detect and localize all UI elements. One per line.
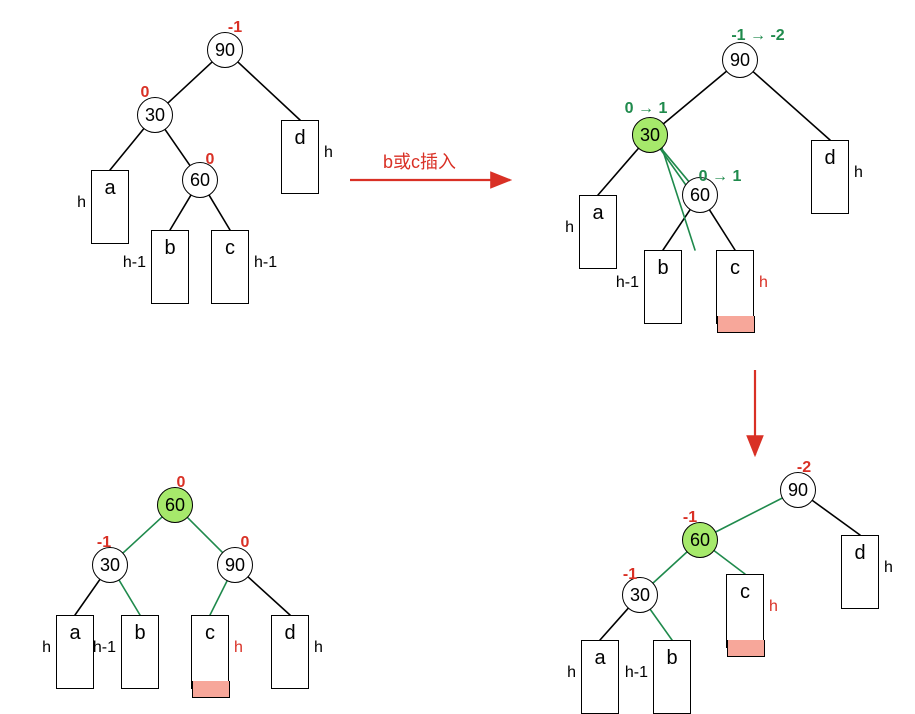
tree-node-value: 30 (145, 105, 165, 126)
subtree-label: c (225, 237, 235, 260)
subtree-s2-a: a (579, 195, 617, 269)
subtree-s1-c: c (211, 230, 249, 304)
subtree-height-label: h (769, 598, 778, 616)
subtree-s1-b: b (151, 230, 189, 304)
subtree-height-label: h (314, 639, 323, 657)
subtree-height-label: h-1 (254, 254, 277, 272)
subtree-label: d (294, 127, 305, 150)
subtree-height-label: h (854, 164, 863, 182)
subtree-s2-c: c (716, 250, 754, 324)
tree-node-s4-n90: 90 (217, 547, 253, 583)
tree-node-value: 60 (165, 495, 185, 516)
subtree-height-label: h (234, 639, 243, 657)
tree-node-s2-n30: 30 (632, 117, 668, 153)
subtree-s4-d: d (271, 615, 309, 689)
subtree-s4-b: b (121, 615, 159, 689)
balance-factor: 0 (141, 84, 150, 102)
tree-node-s3-n60: 60 (682, 522, 718, 558)
balance-factor: -2 (797, 459, 811, 477)
balance-factor: 0 (241, 534, 250, 552)
subtree-label: d (854, 542, 865, 565)
tree-node-value: 90 (225, 555, 245, 576)
subtree-label: a (592, 202, 603, 225)
balance-factor: -1 (683, 509, 697, 527)
subtree-label: a (594, 647, 605, 670)
balance-factor: -1 → -2 (731, 27, 784, 45)
balance-factor: 0 (206, 151, 215, 169)
tree-node-s1-n30: 30 (137, 97, 173, 133)
subtree-label: c (730, 257, 740, 280)
subtree-label: d (284, 622, 295, 645)
tree-node-s2-root: 90 (722, 42, 758, 78)
tree-node-value: 60 (190, 170, 210, 191)
subtree-s1-a: a (91, 170, 129, 244)
balance-factor: -1 (228, 19, 242, 37)
tree-node-value: 30 (630, 585, 650, 606)
subtree-height-label: h-1 (625, 664, 648, 682)
balance-factor: -1 (97, 534, 111, 552)
subtree-label: b (666, 647, 677, 670)
subtree-height-label: h (324, 144, 333, 162)
subtree-height-label: h (77, 194, 86, 212)
subtree-s3-a: a (581, 640, 619, 714)
subtree-s2-b: b (644, 250, 682, 324)
subtree-height-label: h-1 (616, 274, 639, 292)
subtree-s3-b: b (653, 640, 691, 714)
tree-node-s3-root: 90 (780, 472, 816, 508)
subtree-label: b (134, 622, 145, 645)
subtree-height-label: h-1 (93, 639, 116, 657)
subtree-s3-c: c (726, 574, 764, 648)
tree-node-value: 60 (690, 530, 710, 551)
subtree-height-label: h (759, 274, 768, 292)
subtree-height-label: h (42, 639, 51, 657)
subtree-label: b (657, 257, 668, 280)
subtree-s4-a: a (56, 615, 94, 689)
subtree-height-label: h (567, 664, 576, 682)
tree-node-s1-root: 90 (207, 32, 243, 68)
tree-node-s4-n60: 60 (157, 487, 193, 523)
inserted-marker (727, 640, 765, 657)
subtree-height-label: h (884, 559, 893, 577)
arrow-label-insert: b或c插入 (383, 148, 456, 174)
subtree-s1-d: d (281, 120, 319, 194)
tree-node-s4-n30: 30 (92, 547, 128, 583)
balance-factor: 0 (177, 474, 186, 492)
subtree-label: a (69, 622, 80, 645)
subtree-s3-d: d (841, 535, 879, 609)
subtree-label: c (205, 622, 215, 645)
tree-node-value: 90 (788, 480, 808, 501)
inserted-marker (192, 681, 230, 698)
balance-factor: -1 (623, 566, 637, 584)
tree-node-value: 30 (100, 555, 120, 576)
subtree-label: d (824, 147, 835, 170)
inserted-marker (717, 316, 755, 333)
subtree-label: a (104, 177, 115, 200)
subtree-s4-c: c (191, 615, 229, 689)
subtree-label: b (164, 237, 175, 260)
subtree-height-label: h-1 (123, 254, 146, 272)
subtree-label: c (740, 581, 750, 604)
balance-factor: 0 → 1 (699, 168, 742, 186)
subtree-s2-d: d (811, 140, 849, 214)
diagram-stage: 90-1300600ahbh-1ch-1dh90-1 → -2300 → 160… (0, 0, 915, 702)
subtree-height-label: h (565, 219, 574, 237)
tree-node-value: 90 (730, 50, 750, 71)
tree-node-value: 30 (640, 125, 660, 146)
edge-layer (0, 0, 915, 702)
balance-factor: 0 → 1 (625, 100, 668, 118)
tree-node-value: 60 (690, 185, 710, 206)
tree-node-value: 90 (215, 40, 235, 61)
